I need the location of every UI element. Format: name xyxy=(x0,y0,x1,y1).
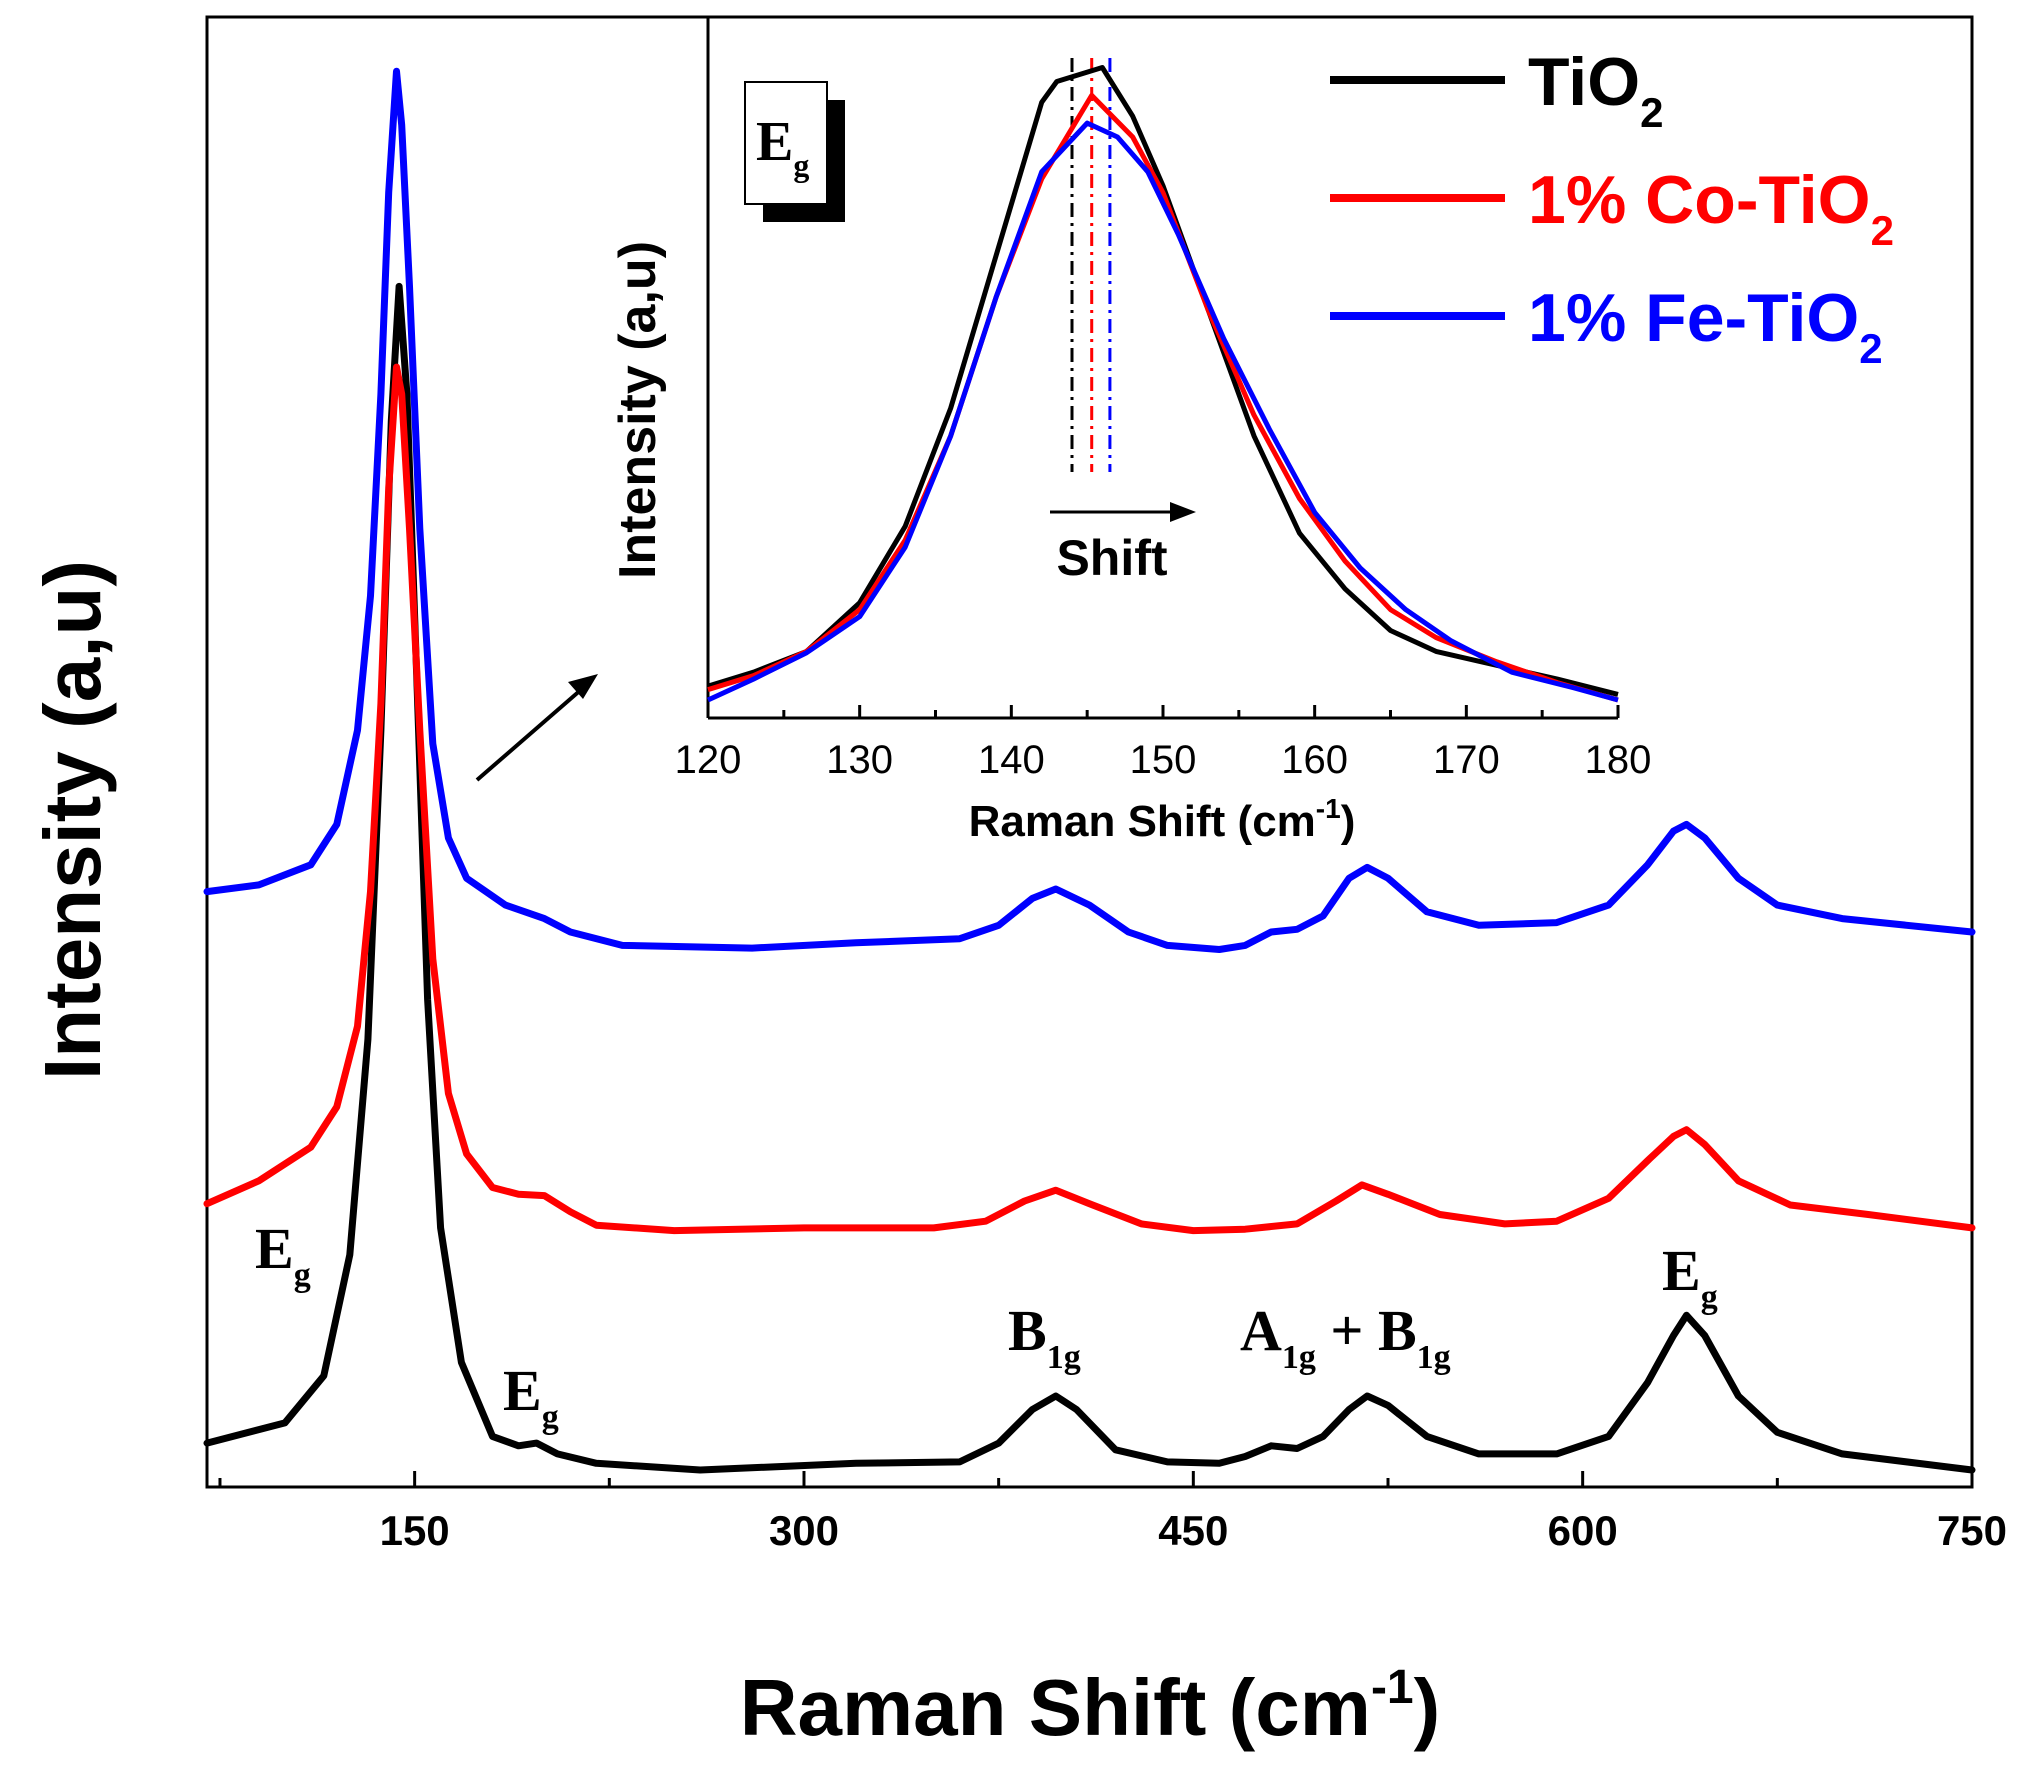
main-y-axis-label: Intensity (a,u) xyxy=(28,560,117,1080)
legend-label: 1% Co-TiO2 xyxy=(1528,162,1894,254)
main-x-axis-label: Raman Shift (cm-1) xyxy=(740,1661,1441,1752)
main-x-tick-label: 150 xyxy=(380,1507,450,1554)
inset-series-group xyxy=(706,65,1619,703)
peak-label: B1g xyxy=(1008,1298,1081,1376)
peak-label: A1g + B1g xyxy=(1240,1298,1451,1376)
main-series-group xyxy=(203,67,1976,1474)
legend: TiO2 1% Co-TiO2 1% Fe-TiO2 xyxy=(1330,44,1894,372)
main-x-tick-label: 750 xyxy=(1937,1507,2007,1554)
inset-x-tick-label: 150 xyxy=(1130,738,1197,782)
inset-x-tick-label: 130 xyxy=(826,738,893,782)
inset-series-line xyxy=(707,65,1619,697)
inset-y-axis-label: Intensity (a,u) xyxy=(609,241,667,579)
shift-arrowhead xyxy=(1170,502,1196,522)
legend-label: 1% Fe-TiO2 xyxy=(1528,280,1883,372)
peak-label: Eg xyxy=(503,1358,559,1436)
inset-pointer-arrow xyxy=(475,686,585,782)
inset-mode-label: Eg xyxy=(756,111,809,183)
main-x-tick-label: 450 xyxy=(1158,1507,1228,1554)
inset-pointer-arrowhead xyxy=(568,674,598,699)
main-x-tick-label: 300 xyxy=(769,1507,839,1554)
shift-annotation: Shift xyxy=(1056,530,1167,586)
inset-x-tick-label: 170 xyxy=(1433,738,1500,782)
inset-x-tick-label: 140 xyxy=(978,738,1045,782)
main-x-tick-label: 600 xyxy=(1548,1507,1618,1554)
inset-x-tick-label: 160 xyxy=(1281,738,1348,782)
main-series-line xyxy=(203,67,1976,953)
main-x-ticks: 150 300 450 600 750 xyxy=(218,1471,2007,1554)
inset-chart: 120 130 140 150 160 170 180 Eg Shift Raman Shi… xyxy=(609,17,1651,846)
inset-series-line xyxy=(707,92,1619,703)
peak-label: Eg xyxy=(1662,1238,1718,1316)
inset-series-line xyxy=(706,120,1619,703)
inset-x-axis-label: Raman Shift (cm-1) xyxy=(969,793,1356,846)
main-peak-annotations: Eg Eg B1g A1g + B1g Eg xyxy=(255,1216,1718,1436)
inset-label-box xyxy=(744,81,828,205)
inset-x-ticks: 120 130 140 150 160 170 180 xyxy=(675,705,1652,782)
main-series-line xyxy=(203,363,1976,1235)
inset-x-tick-label: 180 xyxy=(1585,738,1652,782)
inset-x-tick-label: 120 xyxy=(675,738,742,782)
peak-label: Eg xyxy=(255,1216,311,1294)
legend-label: TiO2 xyxy=(1528,44,1663,136)
main-plot-frame xyxy=(205,15,1974,1489)
main-series-line xyxy=(203,282,1976,1474)
